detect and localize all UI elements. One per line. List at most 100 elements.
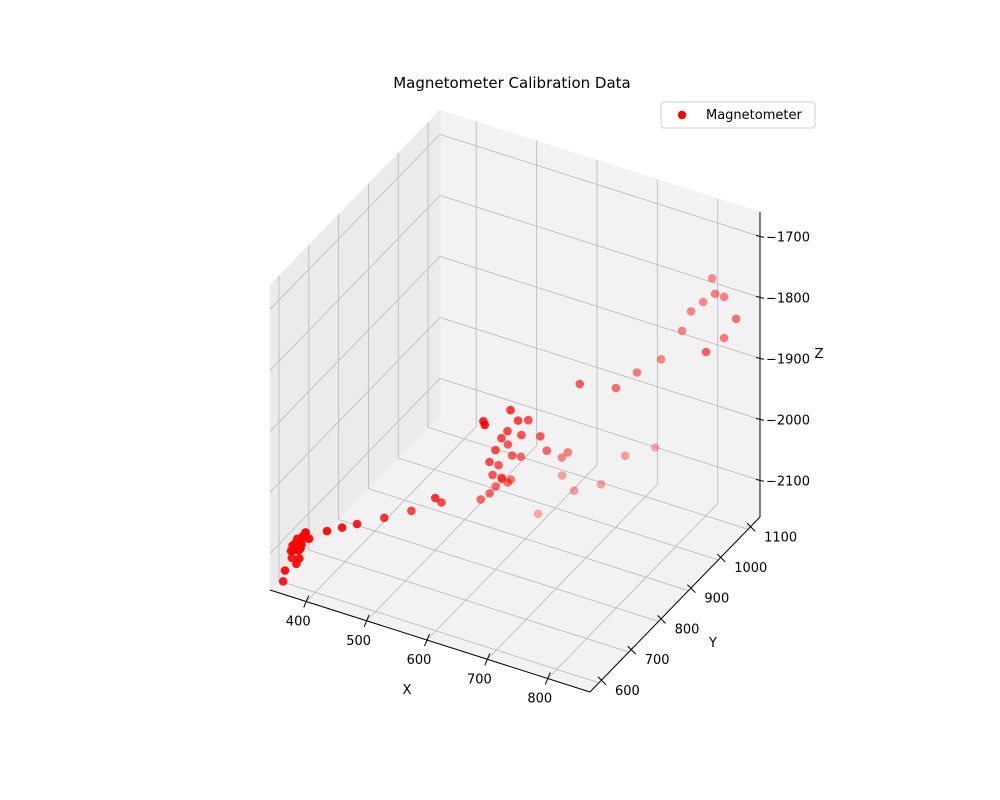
data-point — [286, 546, 296, 556]
data-point — [297, 536, 307, 545]
x-axis-label: X — [403, 683, 412, 698]
y-grid-line — [338, 518, 659, 622]
data-point — [701, 347, 711, 357]
chart-title: Magnetometer Calibration Data — [393, 74, 631, 92]
data-point — [497, 474, 507, 484]
y-tick — [597, 676, 607, 686]
legend-box — [660, 101, 816, 129]
data-point — [632, 368, 642, 377]
tick-labels: 400 500 600 700 800 600 700 800 900 1000 1100 −2100… — [286, 230, 810, 706]
data-point — [524, 415, 533, 425]
tick-marks — [303, 234, 765, 686]
y-tick — [657, 615, 666, 624]
z-grid-line — [269, 378, 441, 554]
axis-lines — [269, 212, 761, 693]
x-tick-label: 700 — [467, 672, 492, 687]
data-point — [611, 383, 621, 393]
legend-label-magnetometer: Magnetometer — [706, 108, 802, 123]
y-tick-label: 900 — [704, 592, 729, 607]
data-point — [278, 577, 288, 586]
x-grid-line — [366, 445, 537, 622]
data-point — [719, 292, 729, 302]
z-tick-label: −1700 — [766, 230, 810, 245]
data-point — [437, 498, 446, 507]
z-tick-label: −1900 — [766, 352, 810, 367]
z-grid-line — [439, 194, 761, 298]
z-grid-line — [269, 195, 441, 371]
data-point — [280, 566, 290, 575]
y-tick — [687, 584, 696, 594]
z-grid-line — [439, 316, 761, 420]
z-grid-line — [269, 134, 441, 310]
data-point — [337, 523, 347, 532]
data-point — [650, 443, 660, 452]
y-grid-line — [368, 488, 689, 592]
data-point — [620, 451, 630, 461]
data-point — [431, 493, 440, 503]
x-tick — [544, 672, 551, 685]
data-point — [569, 486, 579, 496]
y-tick-label: 800 — [675, 622, 700, 637]
x-grid-line — [305, 426, 477, 602]
data-point — [380, 513, 389, 523]
data-point — [491, 482, 501, 491]
y-grid-line — [278, 580, 600, 684]
data-point — [707, 274, 717, 283]
data-point — [322, 526, 332, 536]
data-point — [503, 440, 513, 449]
y-grid-line — [308, 549, 629, 653]
y-grid-line — [398, 457, 719, 561]
data-point — [506, 405, 515, 415]
x-tick — [303, 595, 310, 608]
data-point — [352, 519, 362, 529]
data-point — [656, 355, 666, 364]
data-point — [294, 546, 304, 555]
y-grid-line — [427, 426, 749, 530]
x-grid-line — [426, 464, 598, 641]
x-tick-label: 400 — [286, 615, 311, 630]
data-point — [710, 289, 720, 299]
data-point — [485, 457, 494, 467]
z-tick — [755, 478, 765, 482]
data-point — [301, 528, 310, 537]
data-point — [517, 430, 526, 440]
grid-lines — [269, 121, 761, 684]
axis-panes — [269, 109, 761, 693]
data-point — [295, 554, 304, 563]
y-tick-label: 700 — [645, 653, 670, 668]
data-point — [491, 445, 500, 455]
z-tick-label: −2000 — [766, 413, 810, 428]
data-point — [407, 506, 416, 516]
data-point — [494, 460, 503, 470]
x-grid-line — [547, 503, 719, 679]
z-tick-label: −2100 — [766, 474, 810, 489]
data-point — [536, 432, 545, 441]
side-pane — [269, 109, 441, 591]
data-point — [731, 314, 741, 324]
data-point — [542, 446, 552, 456]
z-grid-line — [439, 133, 761, 237]
data-point — [698, 297, 708, 307]
y-axis-line — [589, 516, 761, 693]
y-tick-label: 600 — [615, 684, 640, 699]
data-point — [533, 509, 543, 519]
x-tick — [363, 614, 370, 627]
data-point — [563, 448, 573, 457]
legend-marker-magnetometer — [677, 110, 687, 120]
z-tick — [755, 234, 765, 238]
x-tick-label: 600 — [407, 653, 432, 668]
data-point — [513, 416, 523, 425]
y-tick-label: 1000 — [734, 561, 767, 576]
data-point — [677, 326, 687, 336]
z-grid-line — [439, 255, 761, 359]
x-tick — [424, 633, 430, 647]
data-point — [497, 433, 506, 443]
data-point — [686, 307, 696, 316]
data-point — [719, 333, 729, 343]
z-grid-line — [439, 377, 761, 481]
data-point — [557, 453, 567, 462]
x-axis-line — [269, 589, 591, 693]
data-points — [278, 274, 741, 586]
